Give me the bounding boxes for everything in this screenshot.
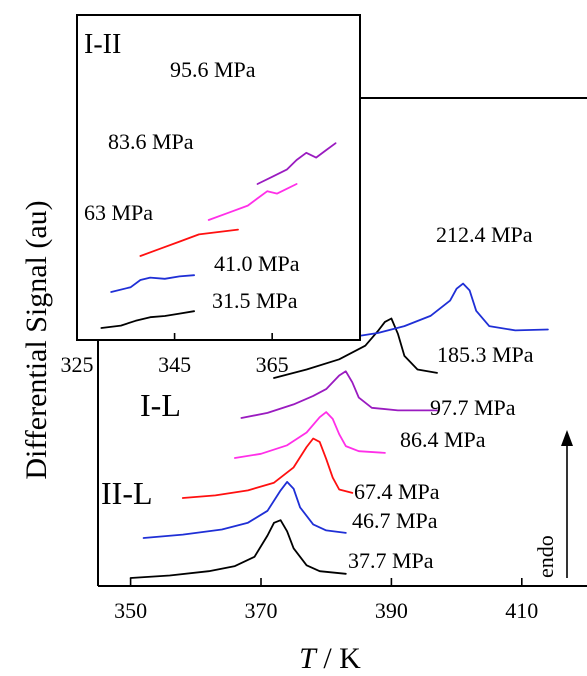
inset-x-tick-label-325: 325 <box>61 352 94 377</box>
main-series-67-4-mpa <box>181 437 354 499</box>
inset-x-ticks: 325 345 365 <box>61 333 289 377</box>
inset-plot: I-II 325 345 365 31.5 MPa 41.0 MPa 63 MPa 83.… <box>61 14 361 377</box>
inset-x-tick-label-365: 365 <box>256 352 289 377</box>
x-axis-title: T / K <box>299 642 361 675</box>
inset-series-label-63-mpa: 63 MPa <box>84 200 153 225</box>
main-x-tick-label-350: 350 <box>114 598 147 623</box>
main-series-label-212-4-mpa: 212.4 MPa <box>436 222 533 247</box>
main-plot: 350 370 390 410 37.7 MPa 46.7 MPa 67.4 MPa 86.… <box>20 97 587 675</box>
main-series-212-4-mpa <box>344 282 549 339</box>
main-series-86-4-mpa <box>233 411 386 459</box>
endo-label: endo <box>533 535 558 578</box>
inset-series-label-41-0-mpa: 41.0 MPa <box>214 251 300 276</box>
main-x-tick-label-370: 370 <box>245 598 278 623</box>
inset-series-63-mpa <box>139 228 239 257</box>
inset-series-95-6-mpa <box>256 142 337 185</box>
inset-frame <box>76 14 361 341</box>
main-series-label-97-7-mpa: 97.7 MPa <box>430 395 516 420</box>
x-axis-title-unit: / K <box>316 642 361 675</box>
inset-x-tick-label-345: 345 <box>158 352 191 377</box>
phase-label-i-l: I-L <box>140 387 181 423</box>
y-axis-title: Differential Signal (au) <box>20 200 53 479</box>
main-series-label-37-7-mpa: 37.7 MPa <box>348 548 434 573</box>
main-series-label-46-7-mpa: 46.7 MPa <box>352 508 438 533</box>
main-x-tick-label-410: 410 <box>505 598 538 623</box>
main-x-ticks: 350 370 390 410 <box>114 578 538 623</box>
inset-title: I-II <box>84 29 121 60</box>
main-x-tick-label-390: 390 <box>375 598 408 623</box>
inset-series-group: 31.5 MPa 41.0 MPa 63 MPa 83.6 MPa 95.6 MPa <box>84 57 337 329</box>
endo-arrow-head <box>561 430 573 446</box>
inset-series-41-0-mpa <box>110 274 196 293</box>
main-series-group: 37.7 MPa 46.7 MPa 67.4 MPa 86.4 MPa 97.7 MPa… <box>129 222 549 579</box>
inset-series-31-5-mpa <box>100 310 196 329</box>
x-axis-title-var: T <box>299 642 318 675</box>
phase-label-ii-l: II-L <box>101 475 153 511</box>
main-series-label-185-3-mpa: 185.3 MPa <box>437 342 534 367</box>
main-series-label-86-4-mpa: 86.4 MPa <box>400 427 486 452</box>
inset-series-label-95-6-mpa: 95.6 MPa <box>170 57 256 82</box>
main-series-37-7-mpa <box>129 519 347 579</box>
main-series-185-3-mpa <box>273 317 438 379</box>
endo-indicator: endo <box>533 430 573 578</box>
main-series-label-67-4-mpa: 67.4 MPa <box>354 479 440 504</box>
main-series-46-7-mpa <box>142 480 347 539</box>
inset-series-label-83-6-mpa: 83.6 MPa <box>108 129 194 154</box>
inset-series-label-31-5-mpa: 31.5 MPa <box>212 288 298 313</box>
inset-series-83-6-mpa <box>207 183 298 221</box>
main-series-97-7-mpa <box>240 370 438 419</box>
